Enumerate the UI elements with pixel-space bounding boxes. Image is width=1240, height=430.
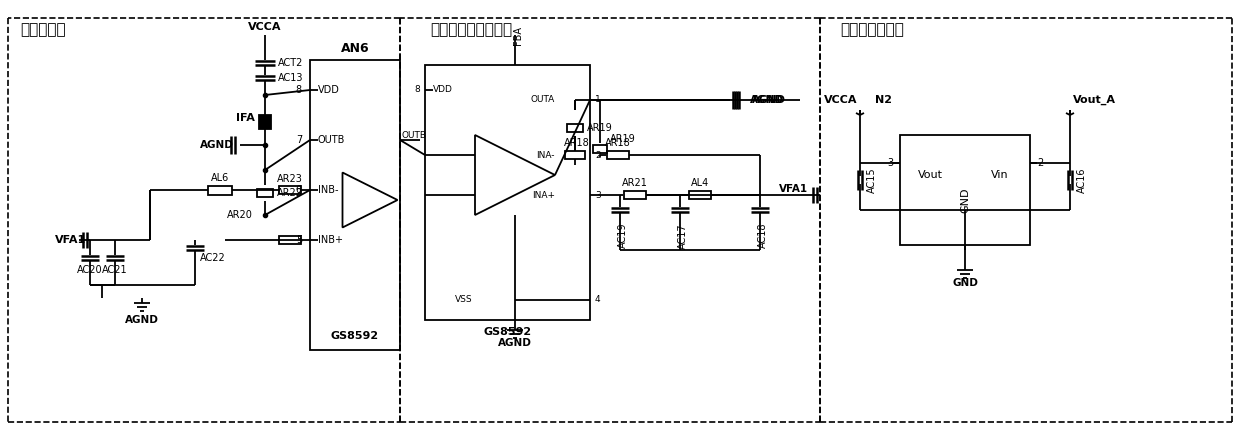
Text: VCCA: VCCA <box>823 95 857 105</box>
Text: AR18: AR18 <box>605 138 631 148</box>
Bar <box>567 124 583 132</box>
Text: 7: 7 <box>296 135 303 145</box>
Text: 运放供电子电路: 运放供电子电路 <box>839 22 904 37</box>
Bar <box>689 191 711 199</box>
Text: ACT2: ACT2 <box>278 58 304 68</box>
Text: 5: 5 <box>296 235 303 245</box>
Text: INA-: INA- <box>537 150 556 160</box>
Text: IFA: IFA <box>236 113 255 123</box>
Text: GND: GND <box>952 278 978 288</box>
Text: VDD: VDD <box>433 86 453 95</box>
Bar <box>565 151 585 159</box>
Text: 限流子电路: 限流子电路 <box>20 22 66 37</box>
Text: OUTB: OUTB <box>402 130 427 139</box>
Text: AGND: AGND <box>750 95 784 105</box>
Bar <box>900 135 1030 245</box>
Text: N2: N2 <box>875 95 892 105</box>
Text: AC18: AC18 <box>758 223 768 249</box>
Bar <box>593 145 608 153</box>
Text: AC13: AC13 <box>278 73 304 83</box>
Text: AN6: AN6 <box>341 42 370 55</box>
Text: INB-: INB- <box>317 185 339 195</box>
Text: Vin: Vin <box>991 170 1009 180</box>
Text: VFA1: VFA1 <box>55 235 87 245</box>
Text: VCCA: VCCA <box>248 22 281 32</box>
Text: 8: 8 <box>414 86 420 95</box>
Text: 输出电流采样子电路: 输出电流采样子电路 <box>430 22 512 37</box>
Text: INB+: INB+ <box>317 235 343 245</box>
Text: VDD: VDD <box>317 85 340 95</box>
Text: OUTB: OUTB <box>317 135 346 145</box>
Text: AR21: AR21 <box>622 178 649 188</box>
Text: Vout: Vout <box>918 170 942 180</box>
Bar <box>310 60 401 350</box>
Text: GS8592: GS8592 <box>484 327 532 337</box>
Text: AGND: AGND <box>125 315 159 325</box>
Text: AC20: AC20 <box>77 265 103 275</box>
Text: 2: 2 <box>1037 158 1043 168</box>
Text: AC15: AC15 <box>867 167 877 193</box>
Text: AR23: AR23 <box>277 174 303 184</box>
Bar <box>279 236 301 244</box>
Text: AC19: AC19 <box>618 223 627 249</box>
Text: AC16: AC16 <box>1078 167 1087 193</box>
Text: Vout_A: Vout_A <box>1073 95 1116 105</box>
Text: VFA1: VFA1 <box>779 184 808 194</box>
Text: 4: 4 <box>595 295 600 304</box>
Text: AL6: AL6 <box>211 173 229 183</box>
Bar <box>425 65 590 320</box>
Text: AR18: AR18 <box>564 138 590 148</box>
Text: GS8592: GS8592 <box>331 331 379 341</box>
Text: GND: GND <box>960 187 970 213</box>
Text: 3: 3 <box>887 158 893 168</box>
Text: FBA: FBA <box>513 26 523 45</box>
Text: AL4: AL4 <box>691 178 709 188</box>
Bar <box>608 151 629 159</box>
Text: AR19: AR19 <box>587 123 613 133</box>
Text: 8: 8 <box>296 85 303 95</box>
Bar <box>624 191 646 199</box>
Text: AC22: AC22 <box>200 253 226 263</box>
Text: AGND: AGND <box>200 140 234 150</box>
Text: AR20: AR20 <box>227 210 253 220</box>
Bar <box>208 185 232 194</box>
Text: VSS: VSS <box>455 295 472 304</box>
Text: INA+: INA+ <box>532 190 556 200</box>
Text: AR22: AR22 <box>277 188 303 198</box>
Text: AGND: AGND <box>498 338 532 348</box>
Bar <box>257 189 273 197</box>
Text: 1: 1 <box>595 95 600 104</box>
Text: 6: 6 <box>296 185 303 195</box>
Text: 3: 3 <box>595 190 600 200</box>
Text: AR19: AR19 <box>610 134 636 144</box>
Text: AGND: AGND <box>751 95 786 105</box>
Bar <box>259 115 272 129</box>
Text: 2: 2 <box>595 150 600 160</box>
Text: OUTA: OUTA <box>531 95 556 104</box>
Bar <box>279 186 301 194</box>
Text: AC21: AC21 <box>102 265 128 275</box>
Text: AC17: AC17 <box>678 223 688 249</box>
